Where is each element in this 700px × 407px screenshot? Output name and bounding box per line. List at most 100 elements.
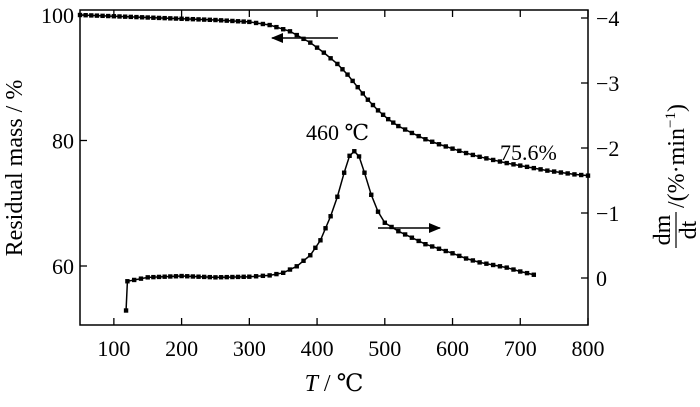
y-right-tick-label: 0 (596, 266, 607, 291)
data-point-mass (230, 18, 235, 24)
data-point-mass (128, 14, 133, 20)
data-point-mass (224, 18, 229, 23)
data-point-mass (365, 97, 371, 102)
data-point-dtg (450, 251, 455, 256)
data-point-dtg (224, 274, 229, 280)
data-point-dtg (484, 261, 489, 266)
data-point-dtg (369, 192, 374, 197)
data-point-mass (117, 14, 122, 19)
data-point-dtg (230, 274, 235, 280)
data-point-dtg (241, 274, 246, 280)
y-left-tick-label: 100 (41, 3, 74, 28)
data-point-mass (355, 84, 360, 90)
data-point-dtg (352, 149, 357, 154)
data-point-mass (572, 172, 577, 177)
data-point-dtg (443, 248, 448, 254)
data-point-dtg (138, 276, 144, 281)
data-point-dtg (247, 274, 252, 279)
series-line-dtg (125, 150, 534, 311)
data-point-mass (321, 50, 327, 55)
data-point-dtg (207, 274, 213, 280)
data-point-mass (450, 146, 455, 151)
data-point-mass (185, 16, 190, 22)
data-point-mass (518, 163, 523, 168)
data-point-mass (77, 12, 83, 18)
data-point-dtg (347, 153, 352, 158)
data-point-dtg (162, 274, 167, 279)
data-point-mass (402, 127, 408, 132)
data-point-dtg (318, 238, 323, 243)
data-point-mass (235, 19, 241, 24)
data-point-dtg (375, 209, 381, 214)
data-point-dtg (301, 258, 306, 263)
data-point-mass (558, 170, 564, 175)
data-point-mass (179, 16, 184, 21)
y-axis-left-label: Residual mass / % (2, 80, 28, 257)
y-axis-right-label: dm dt /(%·min−1) (650, 104, 700, 248)
data-point-mass (463, 150, 469, 156)
data-point-mass (579, 172, 584, 178)
data-point-dtg (423, 242, 428, 247)
x-tick-label: 100 (97, 336, 130, 361)
data-point-mass (218, 18, 224, 23)
data-point-mass (111, 14, 117, 19)
data-point-mass (301, 36, 306, 42)
data-point-mass (370, 102, 376, 108)
x-tick-label: 800 (572, 336, 605, 361)
data-point-mass (247, 19, 252, 25)
data-point-mass (380, 112, 386, 117)
data-point-mass (328, 56, 333, 61)
data-point-dtg (531, 272, 537, 277)
data-point-dtg (511, 267, 516, 272)
y-axis-right-label-num: dm (650, 214, 676, 245)
data-point-dtg (260, 273, 266, 279)
data-point-mass (396, 123, 401, 129)
data-point-mass (436, 142, 442, 147)
data-point-dtg (504, 265, 509, 270)
data-point-dtg (409, 235, 415, 240)
data-point-mass (511, 162, 516, 167)
data-point-dtg (524, 270, 530, 276)
y-axis-right-label-den: dt (676, 220, 700, 239)
data-point-dtg (436, 246, 442, 251)
data-point-dtg (396, 229, 401, 234)
x-tick-label: 700 (504, 336, 537, 361)
data-point-mass (196, 17, 201, 22)
data-point-mass (260, 21, 266, 27)
data-point-dtg (477, 260, 482, 265)
data-point-dtg (490, 262, 496, 268)
data-point-mass (484, 156, 489, 161)
x-axis-label: T / ℃ (305, 371, 364, 397)
data-point-mass (477, 154, 482, 160)
data-point-dtg (168, 274, 173, 279)
data-point-mass (281, 27, 286, 32)
data-point-dtg (389, 224, 394, 230)
data-point-mass (83, 13, 88, 18)
data-point-mass (409, 130, 415, 136)
data-point-dtg (362, 170, 367, 175)
data-point-mass (443, 144, 448, 149)
data-point-dtg (356, 154, 362, 159)
data-point-mass (241, 19, 246, 24)
data-point-mass (201, 17, 207, 22)
x-axis-label-var: T (305, 371, 320, 397)
data-point-dtg (274, 271, 279, 277)
data-point-mass (585, 173, 591, 178)
data-point-dtg (173, 274, 179, 279)
data-point-mass (545, 168, 550, 173)
y-right-tick-label: −1 (596, 201, 619, 226)
data-point-dtg (518, 269, 523, 274)
data-point-mass (385, 116, 391, 122)
data-point-dtg (190, 274, 196, 279)
unit-close: ) (664, 104, 690, 112)
data-point-dtg (281, 270, 286, 275)
data-point-mass (308, 40, 313, 45)
data-point-dtg (201, 274, 207, 280)
data-point-mass (274, 24, 279, 30)
data-point-dtg (125, 279, 130, 284)
x-tick-label: 200 (165, 336, 198, 361)
data-point-mass (106, 13, 111, 19)
data-point-mass (314, 45, 320, 50)
